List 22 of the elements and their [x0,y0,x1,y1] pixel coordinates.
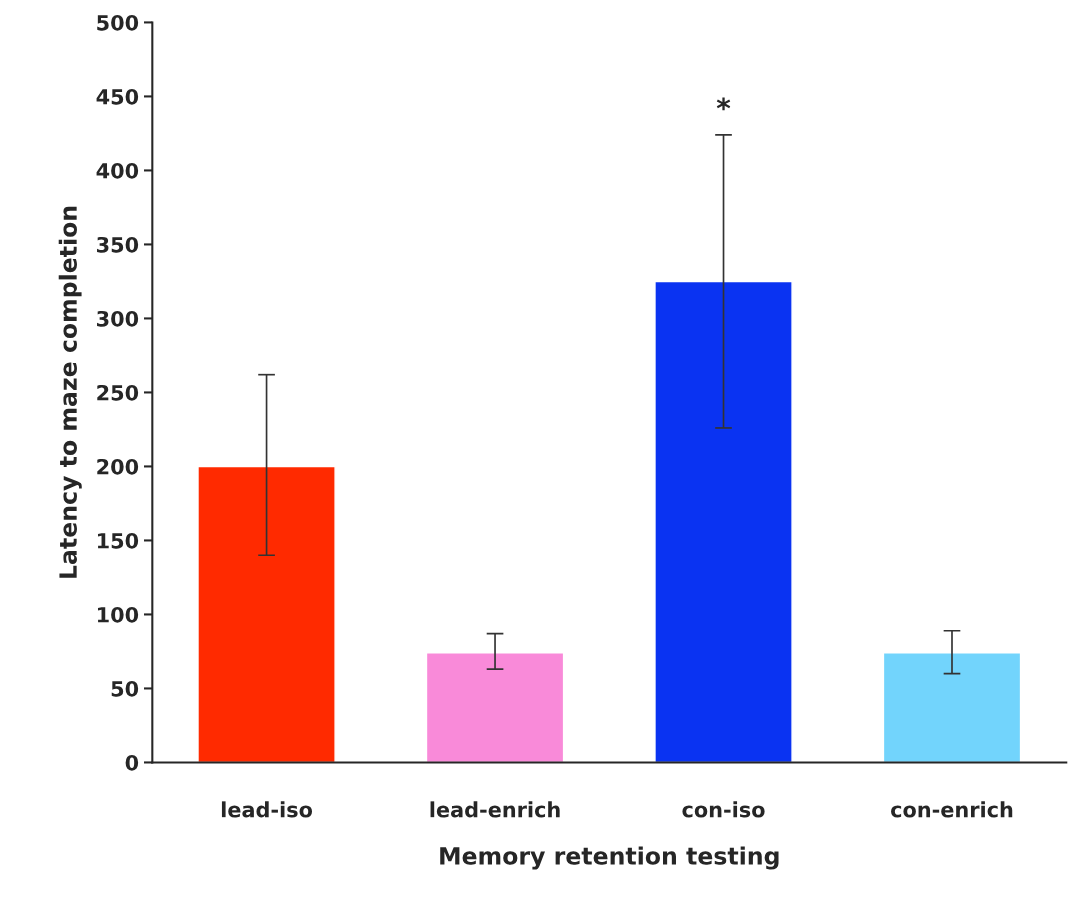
bar [654,280,793,763]
y-tick-label: 250 [97,384,139,401]
annotation: * [716,97,731,111]
y-tick-label: 0 [125,754,139,771]
y-axis-title: Latency to maze completion [58,206,82,578]
y-tick-label: 400 [96,162,139,179]
y-tick-label: 200 [97,458,139,475]
x-axis-title: Memory retention testing [440,846,779,870]
x-tick-label: lead-enrich [430,801,560,818]
y-tick-label: 500 [97,14,139,31]
y-tick-label: 150 [97,532,139,549]
x-tick-label: con-iso [682,801,765,818]
bar [425,652,565,763]
y-tick-label: 450 [96,88,139,105]
bar [882,652,1022,763]
x-tick-label: lead-iso [221,801,313,818]
y-tick-label: 350 [97,236,139,253]
bar [197,465,336,763]
y-tick-label: 300 [97,310,139,327]
y-tick-label: 50 [111,680,139,697]
y-tick-label: 100 [97,606,139,623]
x-tick-label: con-enrich [891,801,1013,818]
